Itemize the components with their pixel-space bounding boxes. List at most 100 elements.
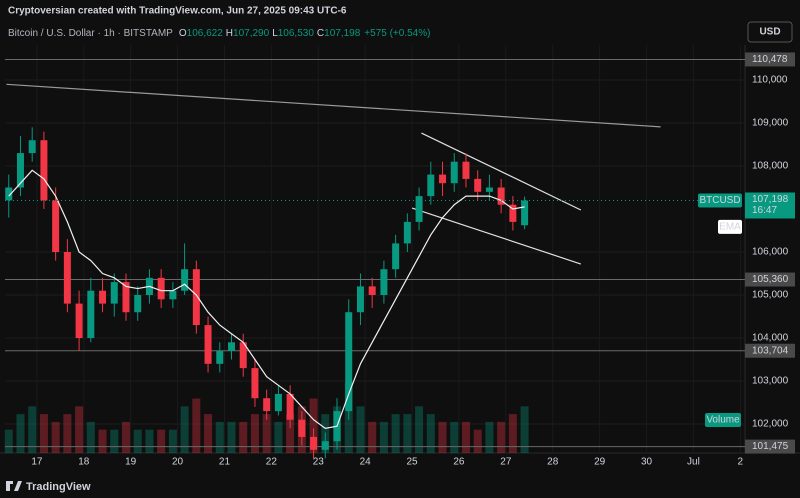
ohlc-key: C (317, 28, 324, 39)
candle-body (427, 174, 435, 197)
candle-body (63, 252, 71, 304)
symbol-box (698, 193, 742, 208)
x-tick-label: 28 (547, 457, 559, 468)
volume-bar (450, 421, 459, 453)
level-label: 110,478 (752, 54, 788, 65)
y-tick-label: 110,000 (752, 75, 788, 86)
volume-bar (63, 414, 72, 453)
x-tick-label: 24 (360, 457, 372, 468)
candle-body (181, 269, 189, 291)
volume-bar (51, 421, 60, 453)
candle-body (392, 243, 400, 270)
x-tick-label: 30 (641, 457, 653, 468)
volume-bar (520, 406, 529, 453)
volume-bar (121, 421, 130, 453)
volume-label-box (705, 413, 741, 427)
ohlc-value: 107,290 (233, 28, 270, 39)
x-tick-label: 21 (219, 457, 231, 468)
level-label-box (745, 439, 795, 454)
x-tick-label: 25 (406, 457, 418, 468)
candle-body (169, 290, 177, 300)
candle-body (204, 325, 212, 364)
volume-bar (485, 421, 494, 453)
candle-body (263, 398, 271, 412)
candle-body (134, 295, 142, 313)
candle-body (274, 393, 282, 412)
volume-bar (180, 406, 189, 453)
volume-bar (145, 429, 154, 453)
volume-bar (16, 414, 25, 453)
y-tick-label: 108,000 (752, 161, 789, 172)
ohlc-key: O (179, 28, 187, 39)
ema-label-box (718, 219, 742, 234)
candle-body (462, 161, 470, 179)
candle-body (415, 196, 423, 222)
candle-body (122, 282, 130, 313)
volume-bar (461, 421, 470, 453)
volume-bar (286, 414, 295, 453)
candle-body (310, 436, 318, 450)
currency-button[interactable] (747, 21, 793, 43)
candle-body (239, 342, 247, 369)
candle-body (474, 178, 482, 192)
x-tick-label: 17 (31, 457, 43, 468)
candle-body (485, 187, 493, 192)
volume-bar (86, 421, 95, 453)
candle-body (99, 290, 107, 304)
last-price-label: 107,198 (752, 194, 789, 205)
volume-bar (415, 406, 424, 453)
candle-body (228, 342, 236, 351)
y-tick-label: 106,000 (752, 247, 789, 258)
volume-bar (239, 421, 248, 453)
volume-bar (192, 398, 201, 453)
ohlc-value: 106,530 (278, 28, 315, 39)
symbol-label: BTCUSD (699, 195, 740, 206)
volume-bar (274, 421, 283, 453)
last-price-box (745, 192, 795, 219)
volume-bar (204, 414, 213, 453)
y-tick-label: 102,000 (752, 419, 789, 430)
candle-body (87, 290, 95, 339)
volume-bar (4, 429, 13, 453)
candle-body (321, 441, 329, 450)
candle-body (40, 140, 48, 201)
volume-bar (250, 414, 259, 453)
candle-body (16, 153, 24, 188)
volume-bar (157, 429, 166, 453)
volume-bar (356, 406, 365, 453)
x-tick-label: 29 (594, 457, 606, 468)
volume-bar (438, 421, 447, 453)
candle-body (380, 269, 388, 296)
x-tick-label: 20 (172, 457, 184, 468)
candle-body (75, 303, 83, 339)
candle-body (216, 350, 224, 364)
ohlc-key: L (272, 28, 278, 39)
level-label-box (745, 272, 795, 287)
change: +575 (+0.54%) (364, 28, 430, 39)
ohlc-value: 106,622 (187, 28, 224, 39)
candle-body (403, 221, 411, 244)
level-label: 101,475 (752, 441, 789, 452)
candle-body (356, 286, 364, 313)
candle-body (5, 187, 13, 201)
trend-line (6, 83, 661, 128)
candle-body (521, 200, 529, 226)
legend: Bitcoin / U.S. Dollar · 1h · BITSTAMP O10… (8, 28, 430, 39)
volume-bar (215, 421, 224, 453)
trend-line (421, 132, 582, 211)
volume-bar (309, 398, 318, 453)
x-tick-label: 22 (266, 457, 278, 468)
y-tick-label: 104,000 (752, 333, 789, 344)
candle-body (450, 161, 458, 184)
volume-bar (262, 414, 271, 453)
volume-bar (133, 429, 142, 453)
volume-bar (426, 414, 435, 453)
candle-body (345, 312, 353, 412)
y-tick-label: 103,000 (752, 376, 789, 387)
x-tick-label: 2 (738, 457, 744, 468)
currency[interactable]: USD (759, 27, 780, 38)
ohlc-value: 107,198 (324, 28, 361, 39)
